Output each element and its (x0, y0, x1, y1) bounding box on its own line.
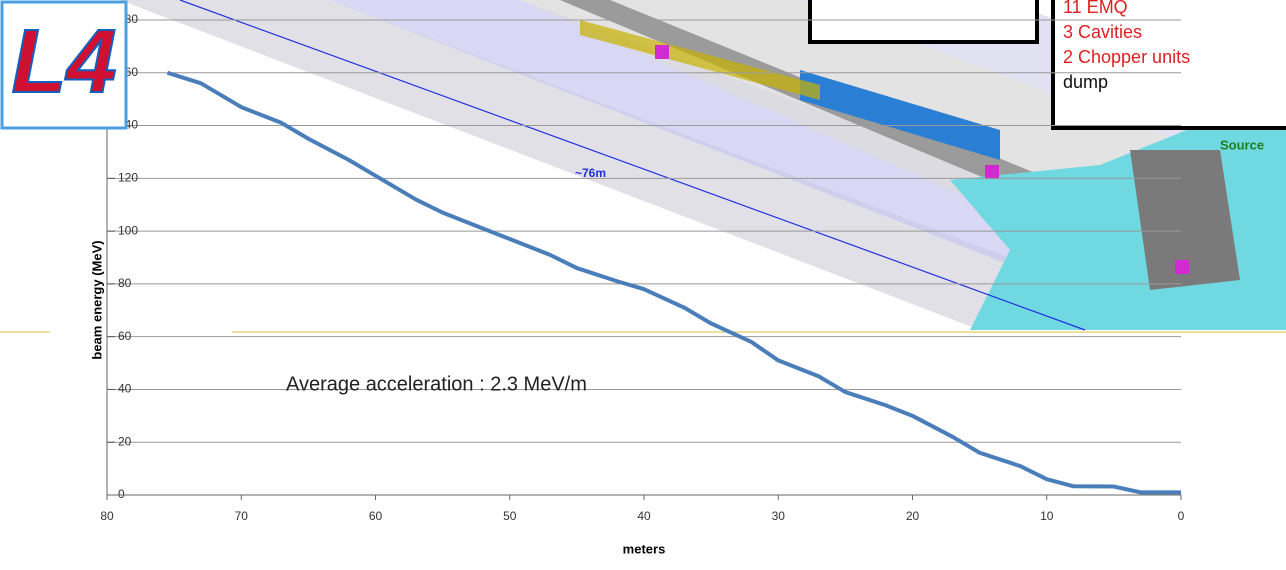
source-label: Source (1220, 137, 1264, 152)
x-tick-label: 70 (235, 509, 249, 523)
y-tick-label: 40 (118, 382, 132, 396)
logo-text: L4 (11, 12, 116, 112)
x-tick-label: 40 (637, 509, 651, 523)
x-tick-label: 30 (772, 509, 786, 523)
component-label: 3 Cavities (1063, 22, 1142, 42)
y-tick-label: 80 (118, 276, 132, 290)
y-tick-label: 20 (118, 434, 132, 448)
y-tick-label: 100 (118, 223, 138, 237)
x-tick-label: 50 (503, 509, 517, 523)
component-label: 2 Chopper units (1063, 47, 1190, 67)
x-tick-label: 80 (100, 509, 114, 523)
page: 0204060801001201401601808070605040302010… (0, 0, 1286, 570)
y-tick-label: 60 (118, 329, 132, 343)
length-label: ~76m (575, 166, 606, 180)
y-tick-label: 0 (118, 487, 125, 501)
x-axis-label: meters (623, 541, 666, 556)
x-tick-label: 0 (1178, 509, 1185, 523)
x-tick-label: 10 (1040, 509, 1054, 523)
logo: L4 (2, 2, 126, 128)
component-label: dump (1063, 72, 1108, 92)
y-tick-label: 120 (118, 171, 138, 185)
x-tick-label: 20 (906, 509, 920, 523)
x-tick-label: 60 (369, 509, 383, 523)
annotation: Average acceleration : 2.3 MeV/m (286, 373, 587, 395)
label-box (810, 0, 1037, 42)
y-axis-label: beam energy (MeV) (89, 240, 104, 359)
component-label: 11 EMQ (1063, 0, 1128, 17)
